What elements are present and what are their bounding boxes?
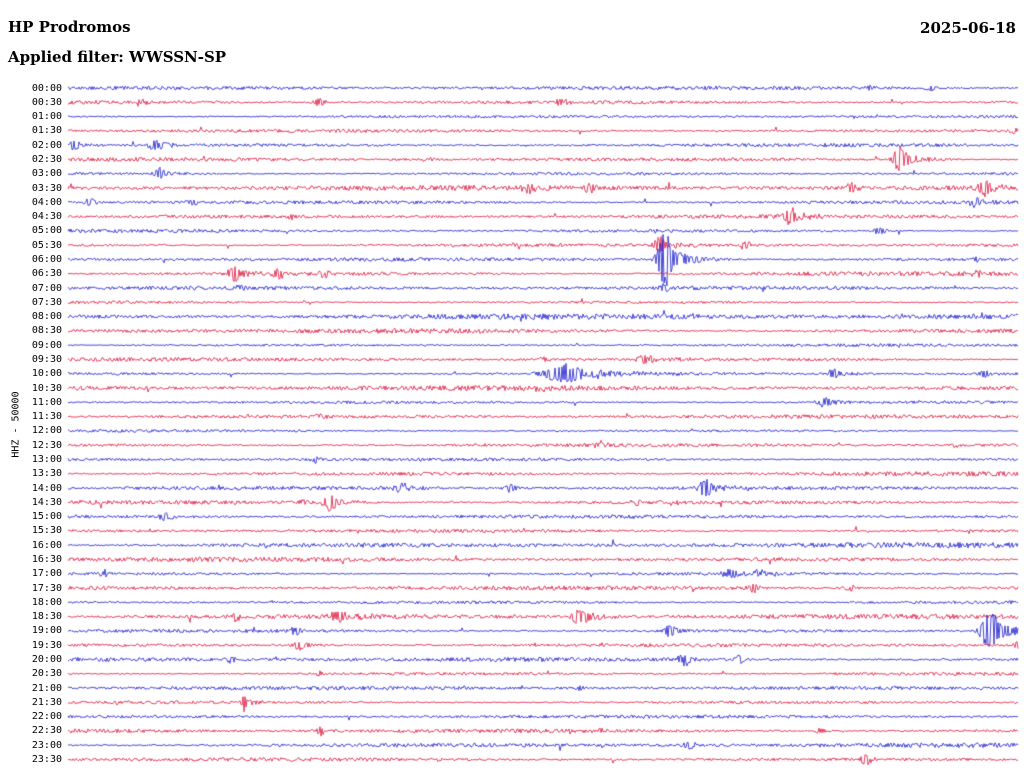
time-label-06:30: 06:30 [31, 268, 62, 280]
time-label-04:30: 04:30 [31, 211, 62, 223]
time-label-10:30: 10:30 [31, 382, 62, 394]
time-label-05:00: 05:00 [31, 225, 62, 237]
time-label-23:30: 23:30 [31, 754, 62, 765]
time-label-02:30: 02:30 [31, 153, 62, 165]
time-label-15:30: 15:30 [31, 525, 62, 537]
time-label-09:30: 09:30 [31, 353, 62, 365]
time-label-02:00: 02:00 [31, 139, 62, 151]
time-label-19:00: 19:00 [31, 625, 62, 637]
time-label-05:30: 05:30 [31, 239, 62, 251]
time-label-08:30: 08:30 [31, 325, 62, 337]
time-label-11:00: 11:00 [31, 396, 62, 408]
time-label-18:30: 18:30 [31, 611, 62, 623]
time-label-13:30: 13:30 [31, 468, 62, 480]
time-label-21:00: 21:00 [31, 682, 62, 694]
time-label-11:30: 11:30 [31, 411, 62, 423]
time-label-01:30: 01:30 [31, 125, 62, 137]
time-label-16:00: 16:00 [31, 539, 62, 551]
time-label-22:00: 22:00 [31, 711, 62, 723]
filter-label: Applied filter: WWSSN-SP [8, 48, 227, 66]
time-label-15:00: 15:00 [31, 511, 62, 523]
time-label-06:00: 06:00 [31, 253, 62, 265]
station-title: HP Prodromos [8, 18, 131, 36]
time-label-03:30: 03:30 [31, 182, 62, 194]
time-label-01:00: 01:00 [31, 111, 62, 123]
time-label-18:00: 18:00 [31, 596, 62, 608]
time-label-20:30: 20:30 [31, 668, 62, 680]
time-label-07:30: 07:30 [31, 296, 62, 308]
time-label-16:30: 16:30 [31, 553, 62, 565]
time-label-13:00: 13:00 [31, 453, 62, 465]
time-label-14:00: 14:00 [31, 482, 62, 494]
date-label: 2025-06-18 [920, 19, 1016, 37]
time-label-07:00: 07:00 [31, 282, 62, 294]
time-label-00:30: 00:30 [31, 96, 62, 108]
time-label-17:30: 17:30 [31, 582, 62, 594]
time-label-04:00: 04:00 [31, 196, 62, 208]
time-label-23:00: 23:00 [31, 739, 62, 751]
time-label-12:00: 12:00 [31, 425, 62, 437]
time-label-14:30: 14:30 [31, 496, 62, 508]
time-label-19:30: 19:30 [31, 639, 62, 651]
time-label-20:00: 20:00 [31, 653, 62, 665]
time-label-08:00: 08:00 [31, 311, 62, 323]
time-label-09:00: 09:00 [31, 339, 62, 351]
time-label-17:00: 17:00 [31, 568, 62, 580]
time-label-03:00: 03:00 [31, 168, 62, 180]
time-label-00:00: 00:00 [31, 82, 62, 94]
time-label-12:30: 12:30 [31, 439, 62, 451]
time-label-10:00: 10:00 [31, 368, 62, 380]
time-label-22:30: 22:30 [31, 725, 62, 737]
time-label-21:30: 21:30 [31, 696, 62, 708]
